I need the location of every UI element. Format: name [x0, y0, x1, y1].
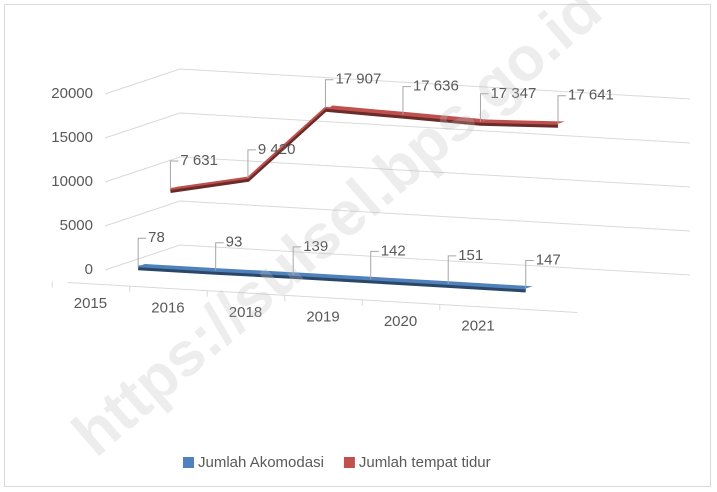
chart-border: [4, 4, 711, 487]
data-label: 139: [303, 238, 328, 255]
label-leader: [525, 259, 534, 289]
label-leader: [292, 246, 302, 275]
ribbon-side: [138, 266, 526, 293]
label-leader: [137, 237, 147, 267]
label-leader: [402, 86, 411, 115]
ribbon-side: [170, 107, 559, 194]
legend-swatch: [183, 457, 194, 468]
y-tick-label: 5000: [60, 217, 93, 234]
label-leader: [324, 79, 334, 108]
label-leader: [247, 149, 256, 178]
grid-line: [104, 112, 691, 144]
grid-line: [104, 200, 691, 232]
data-label: 9 420: [258, 141, 296, 158]
y-tick-label: 20000: [51, 85, 93, 102]
label-leader: [215, 242, 224, 271]
label-leader: [370, 250, 379, 280]
label-leader: [169, 160, 179, 190]
grid-line: [104, 244, 691, 276]
x-tick-label: 2021: [461, 318, 494, 335]
x-tick-label: 2015: [74, 295, 107, 312]
legend-label: Jumlah tempat tidur: [359, 454, 491, 471]
data-label: 147: [536, 251, 561, 268]
label-leader: [557, 95, 566, 124]
grid-line: [104, 68, 691, 100]
data-label: 17 641: [568, 87, 614, 104]
line: [170, 106, 559, 191]
x-tick-label: 2018: [229, 304, 262, 321]
data-label: 17 907: [335, 71, 381, 88]
data-label: 78: [148, 229, 165, 246]
data-label: 17 636: [413, 78, 459, 95]
y-tick-label: 15000: [51, 129, 93, 146]
data-label: 7 631: [180, 152, 218, 169]
y-tick-label: 0: [85, 261, 93, 278]
x-tick-label: 2019: [306, 308, 339, 325]
line: [138, 265, 526, 290]
label-leader: [479, 93, 489, 122]
legend-label: Jumlah Akomodasi: [198, 454, 324, 471]
x-tick-label: 2016: [151, 299, 184, 316]
data-label: 17 347: [490, 85, 536, 102]
floor-edge: [67, 282, 578, 313]
legend-swatch: [343, 457, 355, 468]
data-label: 151: [458, 247, 483, 264]
y-tick-label: 10000: [51, 173, 93, 190]
data-label: 93: [226, 234, 243, 251]
label-leader: [447, 255, 457, 284]
x-tick-label: 2020: [384, 313, 417, 330]
grid-line: [104, 156, 691, 188]
data-label: 142: [381, 242, 406, 259]
plot-area: 0 5000 10000 15000 20000 2015 2016 2018 2019 2020…: [51, 68, 691, 335]
